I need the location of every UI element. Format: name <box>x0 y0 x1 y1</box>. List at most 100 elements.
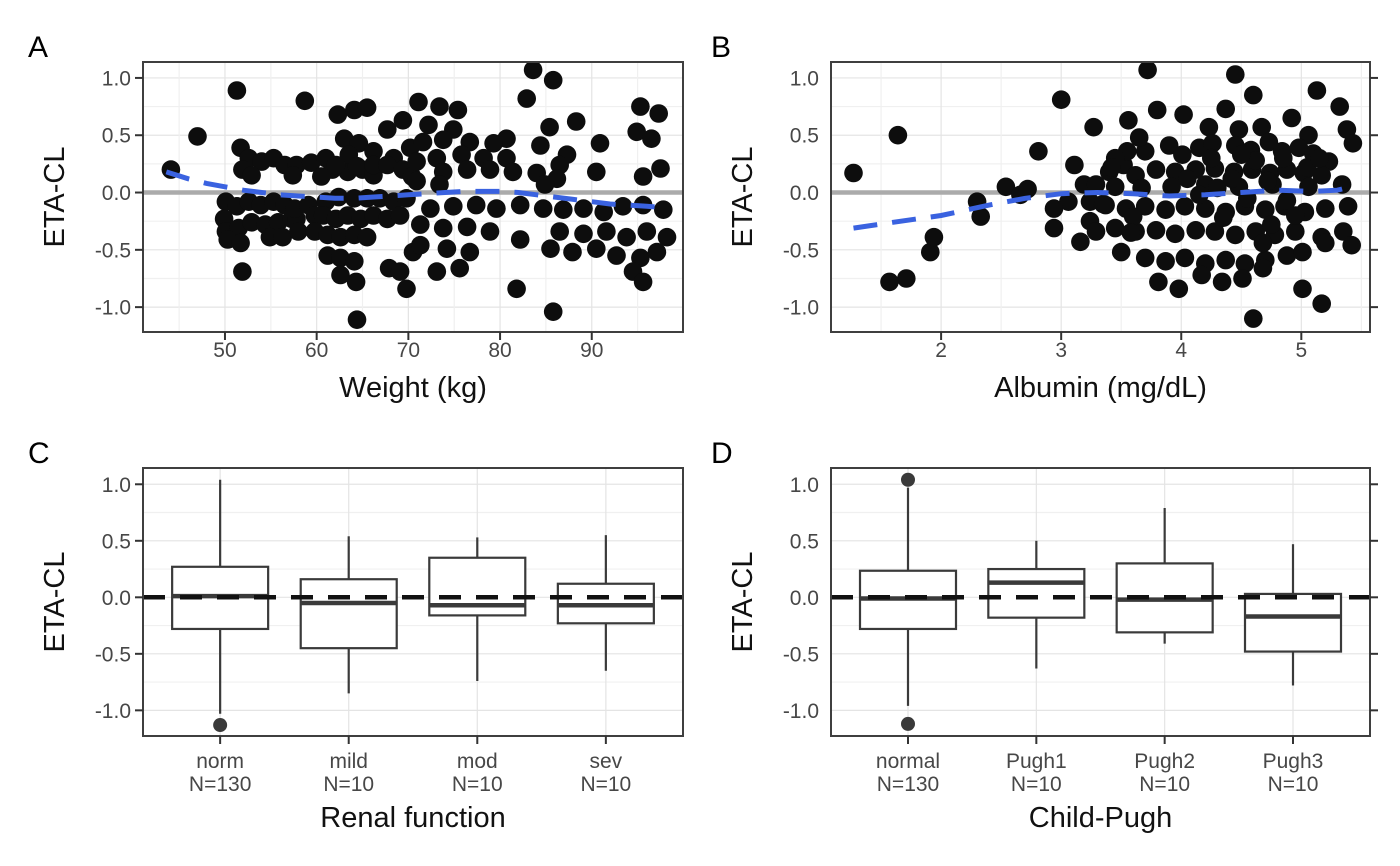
scatter-point <box>326 155 346 175</box>
scatter-point <box>1105 218 1125 238</box>
scatter-point <box>312 167 331 186</box>
y-axis-title: ETA-CL <box>727 147 759 248</box>
scatter-point <box>448 100 468 120</box>
scatter-point <box>1156 251 1175 271</box>
x-tick-label: 60 <box>305 339 328 362</box>
y-tick-label: 0.0 <box>790 587 819 610</box>
scatter-point <box>260 227 280 247</box>
panel-b: 1.0 0.5 0.0 -0.5 -1.0 2 3 4 5 Albumin (mg/dL) ETA-… <box>711 31 1378 404</box>
y-tick-label: 1.0 <box>102 474 131 497</box>
scatter-point <box>1316 233 1335 253</box>
scatter-point <box>1044 199 1064 218</box>
x-axis-title: Renal function <box>320 802 505 834</box>
scatter-point <box>1299 177 1318 197</box>
scatter-point <box>888 125 908 145</box>
scatter-point <box>1086 222 1106 241</box>
scatter-point <box>1129 128 1149 147</box>
scatter-point <box>597 222 616 241</box>
loess-line <box>165 169 661 210</box>
box <box>987 567 1086 619</box>
scatter-point <box>1165 224 1185 244</box>
scatter-point <box>924 227 944 247</box>
scatter-point <box>541 239 560 258</box>
scatter-point <box>390 262 410 281</box>
scatter-point <box>397 279 416 299</box>
scatter-point <box>430 175 449 194</box>
scatter-point <box>566 112 586 131</box>
scatter-point <box>1253 258 1273 278</box>
scatter-point <box>357 227 377 247</box>
scatter-point <box>1175 248 1195 268</box>
category-label: Pugh3 <box>1263 750 1324 773</box>
scatter-point <box>1226 65 1245 84</box>
scatter-point <box>550 155 569 175</box>
scatter-point <box>1203 134 1222 153</box>
category-label: Pugh2 <box>1134 750 1195 773</box>
scatter-point <box>574 224 593 244</box>
panel-border <box>142 467 684 737</box>
scatter-point <box>364 142 383 161</box>
scatter-point <box>393 111 413 130</box>
scatter-point <box>1342 235 1361 255</box>
scatter-point <box>433 130 453 150</box>
scatter-point <box>1222 169 1241 189</box>
panel-border <box>830 61 1371 333</box>
scatter-point <box>1338 197 1358 216</box>
scatter-point <box>1216 99 1235 119</box>
panel-letter: B <box>711 31 731 64</box>
scatter-point <box>407 152 426 171</box>
scatter-points <box>844 62 1363 328</box>
scatter-point <box>345 189 364 208</box>
scatter-point <box>649 104 668 123</box>
scatter-point <box>433 218 453 238</box>
scatter-point <box>1199 117 1219 137</box>
y-tick-label: -1.0 <box>783 700 819 723</box>
scatter-point <box>1232 145 1251 164</box>
scatter-point <box>587 239 606 258</box>
scatter-point <box>1256 200 1275 219</box>
scatter-point <box>242 166 261 185</box>
scatter-point <box>1205 222 1225 241</box>
scatter-point <box>397 189 416 208</box>
scatter-point <box>507 279 526 299</box>
scatter-point <box>1277 246 1297 265</box>
scatter-point <box>613 197 633 216</box>
scatter-point <box>971 207 990 226</box>
scatter-point <box>540 117 559 137</box>
scatter-point <box>301 153 321 172</box>
scatter-point <box>283 166 303 185</box>
scatter-point <box>1086 175 1106 194</box>
scatter-points <box>161 62 677 330</box>
x-axis-title: Weight (kg) <box>339 372 487 404</box>
scatter-point <box>642 129 661 148</box>
scatter-point <box>651 159 670 178</box>
y-axis-title: ETA-CL <box>39 147 71 248</box>
scatter-point <box>231 233 250 253</box>
scatter-point <box>1051 90 1071 109</box>
panel-d: 1.00.50.0-0.5-1.0normalN=130Pugh1N=10Pug… <box>711 437 1378 834</box>
scatter-point <box>411 215 430 234</box>
y-tick-label: 1.0 <box>790 474 819 497</box>
scatter-point <box>1312 166 1331 185</box>
y-axis-title: ETA-CL <box>39 552 71 653</box>
x-tick-label: 50 <box>213 339 236 362</box>
scatter-point <box>1138 62 1157 80</box>
scatter-point <box>390 206 410 225</box>
scatter-point <box>1244 309 1263 328</box>
scatter-point <box>617 227 636 247</box>
scatter-point <box>487 199 506 218</box>
scatter-point <box>289 222 308 241</box>
scatter-point <box>897 269 916 288</box>
y-tick-label: -1.0 <box>95 297 131 320</box>
scatter-point <box>409 92 428 112</box>
scatter-point <box>357 98 377 117</box>
scatter-point <box>510 230 530 249</box>
scatter-point <box>1173 145 1192 164</box>
scatter-point <box>1186 221 1205 240</box>
y-tick-label: 0.5 <box>102 530 131 553</box>
panel-border <box>830 467 1371 737</box>
scatter-point <box>480 160 500 179</box>
x-tick-label: 5 <box>1295 339 1307 362</box>
scatter-point <box>1111 242 1131 262</box>
